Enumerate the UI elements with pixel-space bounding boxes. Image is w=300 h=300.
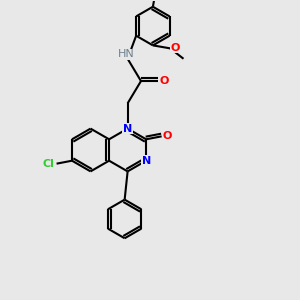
Text: N: N [142, 156, 151, 166]
Text: HN: HN [118, 49, 134, 59]
Text: N: N [123, 124, 132, 134]
Text: O: O [163, 131, 172, 141]
Text: O: O [160, 76, 169, 86]
Text: O: O [171, 43, 180, 53]
Text: Cl: Cl [42, 159, 54, 169]
